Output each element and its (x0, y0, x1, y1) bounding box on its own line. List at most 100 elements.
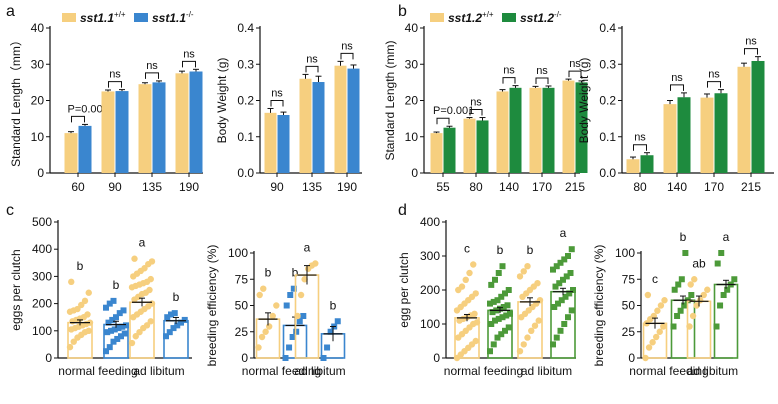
chart-c1-ytick-label: 400 (32, 242, 52, 256)
chart-c1-point-ko (164, 314, 171, 321)
chart-b1-xtick-label: 80 (469, 180, 483, 194)
chart-c1-point-ko (119, 323, 126, 330)
chart-c1-point-wt (146, 286, 153, 294)
chart-a1-ytick-label: 20 (31, 94, 45, 108)
chart-d2-point-wt (642, 354, 649, 362)
chart-c2-ytick-label: 0 (241, 351, 248, 365)
chart-c2-ylabel: breeding efficiency (%) (205, 245, 219, 367)
chart-d2-point-wt (652, 333, 660, 341)
chart-c1-point-ko (123, 322, 129, 329)
chart-a2-xtick-label: 90 (270, 180, 284, 194)
chart-d1-point-ko (502, 327, 508, 334)
chart-c2-point-wt (260, 285, 267, 292)
chart-d2-ytick-label: 50 (622, 299, 636, 313)
chart-c1-point-ko (110, 338, 117, 345)
chart-a1-xtick-label: 60 (71, 180, 85, 194)
chart-a1-legend-swatch (134, 13, 148, 22)
chart-a1-ytick-label: 40 (31, 21, 45, 35)
chart-c1-point-ko (168, 311, 174, 318)
chart-c1-point-wt (136, 328, 143, 336)
chart-d1-point-ko (498, 293, 505, 300)
chart-d1-point-ko (503, 312, 510, 319)
chart-c2-point-wt (256, 291, 263, 299)
chart-d1-ytick-label: 0 (433, 351, 440, 365)
chart-d1-point-ko (495, 270, 502, 276)
chart-c1-point-ko (103, 304, 109, 311)
chart-d1-point-ko (499, 263, 506, 270)
chart-d2-ylabel: breeding efficiency (%) (592, 245, 606, 367)
chart-c2-point-ko (324, 344, 331, 351)
chart-a1-sig-bracket (71, 115, 85, 123)
chart-b1-xtick-label: 55 (436, 180, 450, 194)
chart-d2-point-ko (714, 260, 721, 267)
chart-c2-ytick-label: 75 (235, 272, 249, 286)
chart-d1-point-ko (507, 310, 513, 317)
chart-a2-ytick-label: 0.3 (237, 57, 254, 71)
chart-d2-point-ko (717, 302, 724, 309)
chart-d1-point-wt (520, 268, 527, 275)
chart-a1-bar-wt (138, 84, 152, 173)
chart-a1-panel-label: a (6, 3, 15, 20)
chart-d2-ytick-label: 100 (615, 246, 635, 260)
chart-c1-point-wt (85, 327, 92, 334)
chart-b1-bar-wt (463, 118, 476, 173)
chart-b2-bar-ko (640, 155, 654, 173)
chart-a2-bar-wt (334, 65, 347, 173)
chart-d1-point-wt (524, 263, 531, 270)
chart-c1-point-ko (118, 333, 124, 340)
chart-d2-point-ko (677, 307, 684, 314)
chart-c1-point-ko (121, 330, 128, 337)
chart-a2-xtick-label: 190 (337, 180, 357, 194)
chart-b2-sig-label: ns (634, 132, 646, 144)
chart-c1-point-wt (132, 333, 139, 340)
chart-c1-point-ko (163, 333, 169, 340)
chart-d2-ytick-label: 25 (622, 325, 636, 339)
chart-d1-point-ko (567, 270, 574, 276)
chart-d1-point-ko (552, 283, 559, 290)
chart-b1-sig-label: P=0.001 (433, 105, 474, 117)
chart-c1-point-ko (105, 319, 112, 326)
chart-d1-point-ko (550, 341, 556, 348)
chart-a1-ytick-label: 0 (37, 166, 44, 180)
chart-b2-bar-ko (714, 93, 728, 173)
chart-c1-xtick-label: normal feeding (58, 364, 137, 378)
chart-c2-sig-letter: b (265, 266, 272, 280)
chart-a2-bar-ko (312, 82, 325, 173)
chart-c2-point-ko (300, 313, 307, 319)
chart-d1-point-wt (472, 337, 479, 345)
chart-a2-sig-label: ns (341, 40, 353, 52)
chart-d1-point-wt (466, 269, 473, 277)
chart-d1-point-ko (568, 246, 575, 253)
chart-c1-point-ko (174, 322, 181, 329)
chart-d2-point-ko (675, 281, 682, 288)
chart-a2-bar-wt (264, 112, 277, 173)
chart-d1-xtick-label: normal feeding (444, 364, 523, 378)
chart-b1-sig-label: ns (470, 97, 482, 109)
chart-d2-point-wt (704, 286, 711, 293)
chart-d2-bar-wt (686, 300, 712, 359)
chart-c1-point-ko (171, 310, 178, 317)
chart-b2-bar-wt (700, 97, 714, 173)
chart-d1-point-ko (489, 309, 496, 316)
chart-d1-point-ko (500, 304, 507, 310)
chart-d2-point-wt (700, 291, 707, 299)
chart-c2-point-ko (296, 318, 303, 325)
chart-c1-point-ko (114, 335, 121, 342)
chart-c1-point-wt (148, 258, 156, 265)
chart-b1-bar-ko (575, 82, 588, 173)
chart-d2-point-ko (724, 286, 731, 293)
chart-a1-bar-ko (189, 71, 203, 173)
chart-c2-point-wt (262, 328, 269, 335)
chart-c2-point-ko (320, 355, 327, 361)
chart-a1-sig-label: ns (146, 60, 158, 72)
chart-c2-point-wt (269, 312, 276, 320)
chart-d2-point-wt (654, 307, 661, 314)
chart-d1-sig-letter: b (527, 243, 534, 257)
chart-d1-point-ko (488, 321, 495, 327)
chart-b2-xtick-label: 140 (667, 180, 687, 194)
chart-b1-bar-ko (542, 87, 555, 173)
chart-c1-ytick-label: 200 (32, 297, 52, 311)
chart-b1-sig-bracket (568, 70, 582, 78)
chart-d1-point-ko (492, 276, 498, 283)
